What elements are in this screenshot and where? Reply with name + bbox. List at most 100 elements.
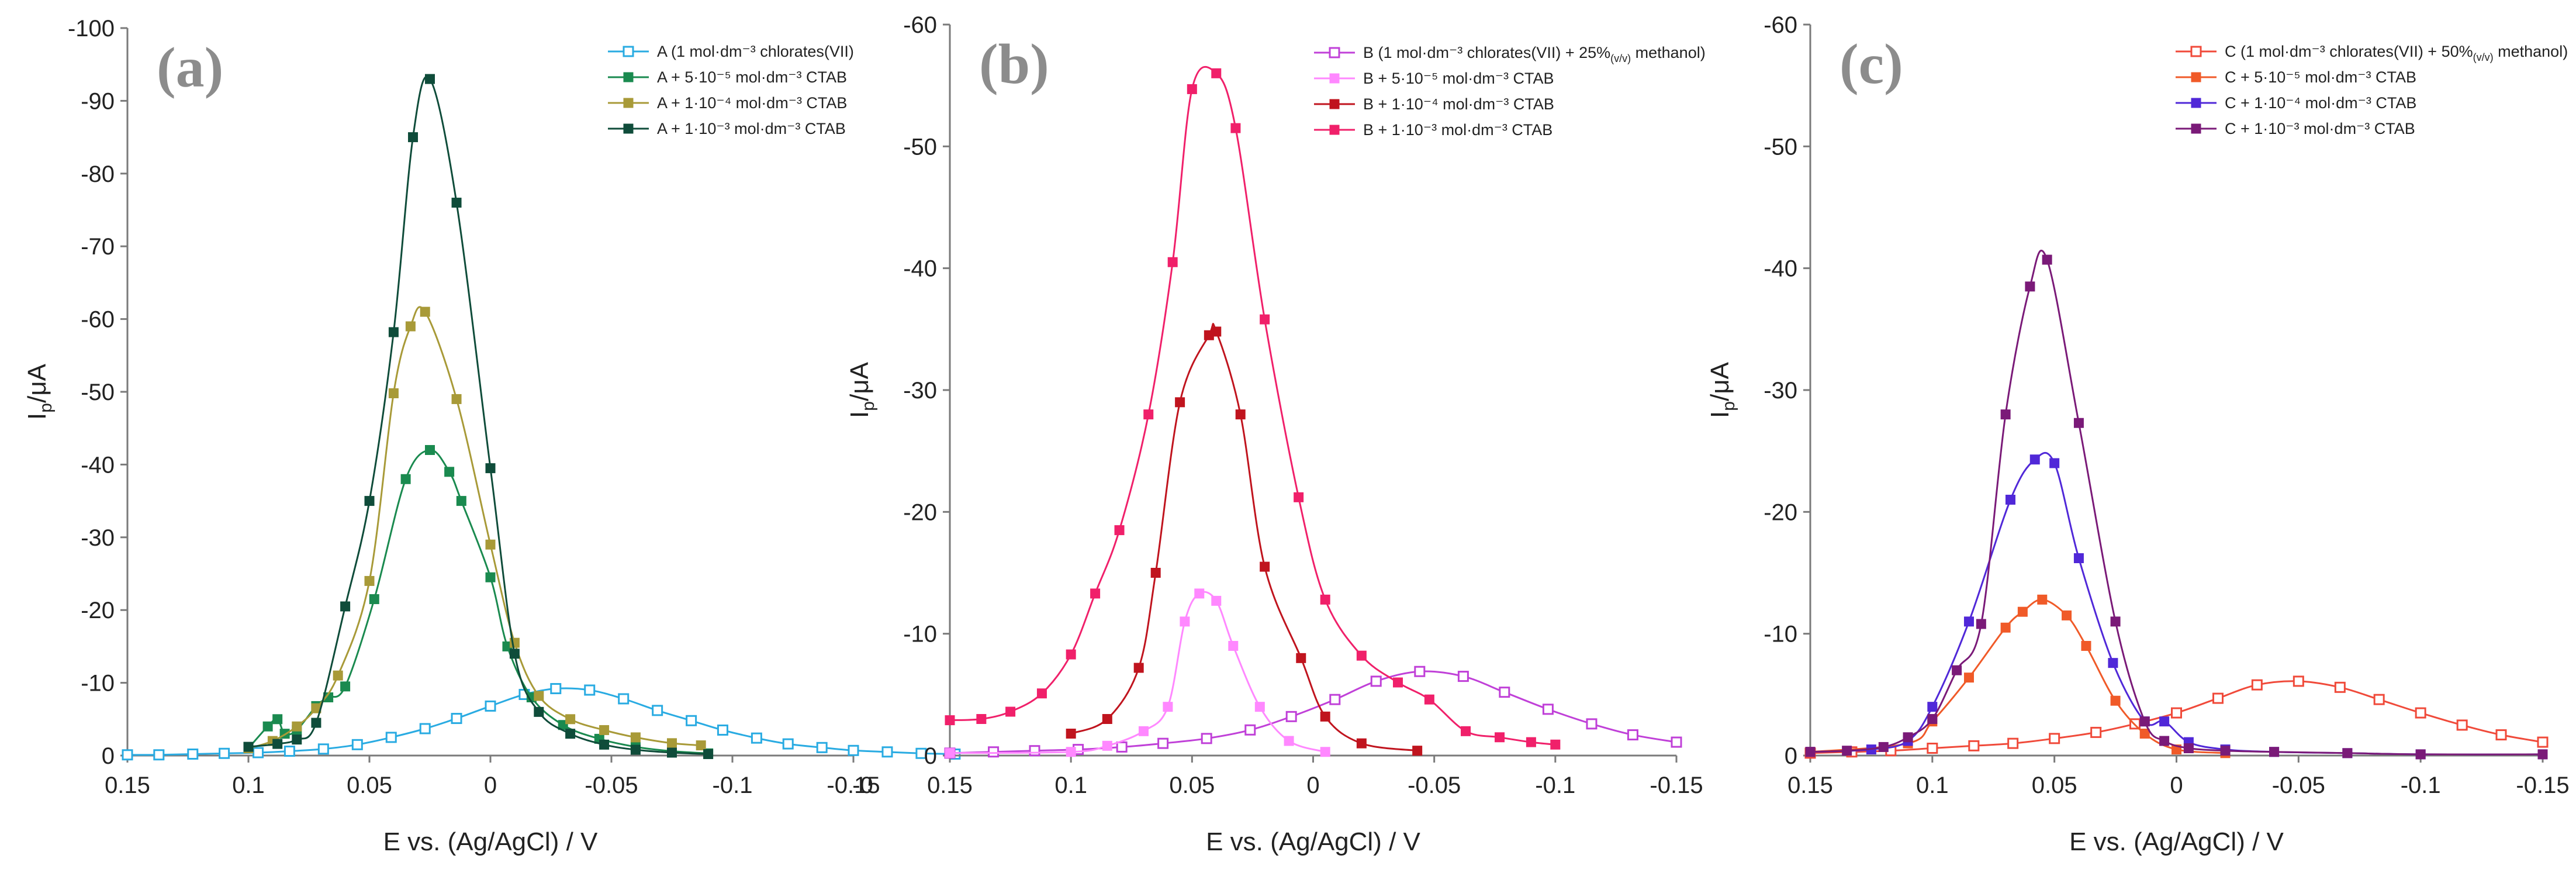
- x-tick-label: -0.05: [1408, 773, 1461, 798]
- data-point: [618, 693, 630, 705]
- data-point: [584, 684, 596, 696]
- data-point: [420, 306, 430, 317]
- data-point: [451, 713, 462, 725]
- data-point: [1927, 702, 1938, 712]
- data-point: [686, 715, 697, 726]
- data-point: [1066, 729, 1076, 739]
- data-point: [1356, 738, 1367, 749]
- y-tick-label: 0: [924, 743, 937, 769]
- y-axis-title-symbol: I: [1706, 411, 1734, 418]
- legend-marker: [623, 123, 634, 134]
- data-point: [1542, 704, 1554, 715]
- data-point: [2139, 716, 2150, 727]
- x-tick-label: -0.15: [1650, 773, 1703, 798]
- data-point: [1903, 732, 1913, 743]
- y-tick-label: -50: [903, 134, 937, 160]
- data-point: [1029, 745, 1040, 757]
- data-point: [2017, 606, 2028, 617]
- y-axis-title-symbol: I: [845, 411, 874, 418]
- data-point: [317, 743, 329, 755]
- data-point: [1495, 732, 1505, 743]
- data-point: [485, 572, 496, 582]
- x-tick-label: -0.1: [713, 773, 753, 798]
- legend-marker: [2191, 123, 2201, 134]
- data-point: [122, 749, 133, 761]
- data-point: [945, 715, 955, 726]
- data-point: [630, 744, 641, 755]
- data-point: [565, 714, 576, 725]
- data-point: [292, 734, 302, 745]
- y-tick-label: -10: [81, 671, 115, 696]
- data-point: [2000, 622, 2011, 633]
- data-point: [2081, 641, 2091, 651]
- data-point: [2342, 748, 2353, 758]
- y-tick-label: -50: [1764, 134, 1797, 160]
- legend-label: C + 1·10⁻³ mol·dm⁻³ CTAB: [2225, 120, 2415, 137]
- legend-marker: [1329, 125, 1340, 135]
- data-point: [1260, 561, 1270, 572]
- legend-label-tail: methanol): [1631, 44, 1706, 61]
- data-point: [1805, 747, 1816, 757]
- y-axis-title-subscript: p: [36, 403, 56, 413]
- data-point: [444, 467, 455, 477]
- y-axis-title-symbol: I: [23, 413, 51, 420]
- data-point: [405, 321, 416, 332]
- legend-marker: [623, 72, 634, 82]
- legend-label-main: A + 5·10⁻⁵ mol·dm⁻³ CTAB: [657, 68, 847, 86]
- series-3: [1066, 323, 1423, 756]
- legend-marker: [2191, 98, 2201, 108]
- x-tick-label: 0.15: [927, 773, 973, 798]
- data-point: [1526, 737, 1536, 747]
- data-point: [816, 742, 828, 753]
- y-tick-label: -10: [1764, 622, 1797, 647]
- x-tick-label: 0.05: [2032, 773, 2077, 798]
- data-point: [1133, 663, 1144, 673]
- data-point: [1066, 747, 1076, 757]
- data-point: [1285, 711, 1297, 722]
- x-axis-title: E vs. (Ag/AgCl) / V: [383, 827, 598, 856]
- data-point: [1005, 706, 1016, 717]
- data-point: [2042, 254, 2052, 265]
- data-point: [1294, 492, 1304, 502]
- legend-marker: [1329, 47, 1340, 58]
- x-tick-label: 0.1: [232, 773, 265, 798]
- series-line: [949, 670, 1677, 754]
- data-point: [1194, 588, 1205, 599]
- data-point: [311, 718, 321, 728]
- x-tick-label: 0: [2170, 773, 2183, 798]
- x-tick-label: -0.15: [2516, 773, 2569, 798]
- y-tick-label: -20: [1764, 499, 1797, 525]
- data-point: [1393, 677, 1403, 688]
- data-point: [1163, 702, 1173, 712]
- series-line: [949, 66, 1555, 746]
- data-point: [340, 681, 351, 692]
- y-tick-label: -90: [81, 88, 115, 114]
- data-point: [2183, 743, 2194, 753]
- data-point: [1671, 736, 1682, 748]
- data-point: [915, 747, 927, 759]
- legend-label-main: A (1 mol·dm⁻³ chlorates(VII): [657, 43, 854, 60]
- legend-label-main: A + 1·10⁻⁴ mol·dm⁻³ CTAB: [657, 94, 847, 112]
- legend-marker: [2190, 46, 2202, 57]
- x-axis-title: E vs. (Ag/AgCl) / V: [1206, 827, 1420, 856]
- legend-label-main: B + 1·10⁻⁴ mol·dm⁻³ CTAB: [1363, 95, 1554, 113]
- data-point: [1090, 588, 1101, 599]
- data-point: [364, 496, 375, 506]
- y-tick-label: -30: [1764, 378, 1797, 404]
- data-point: [1952, 665, 1962, 675]
- data-point: [1976, 619, 1986, 629]
- data-point: [1150, 568, 1161, 578]
- x-axis-title: E vs. (Ag/AgCl) / V: [2069, 827, 2284, 856]
- data-point: [340, 601, 351, 612]
- data-point: [1228, 641, 1239, 651]
- x-tick-label: -0.05: [2272, 773, 2325, 798]
- y-tick-label: 0: [1785, 743, 1797, 769]
- y-tick-label: -50: [81, 380, 115, 405]
- panel-label: (b): [979, 33, 1049, 96]
- legend-label: A (1 mol·dm⁻³ chlorates(VII): [657, 43, 854, 60]
- data-point: [1296, 653, 1306, 663]
- series-3: [243, 306, 706, 754]
- data-point: [1201, 733, 1212, 744]
